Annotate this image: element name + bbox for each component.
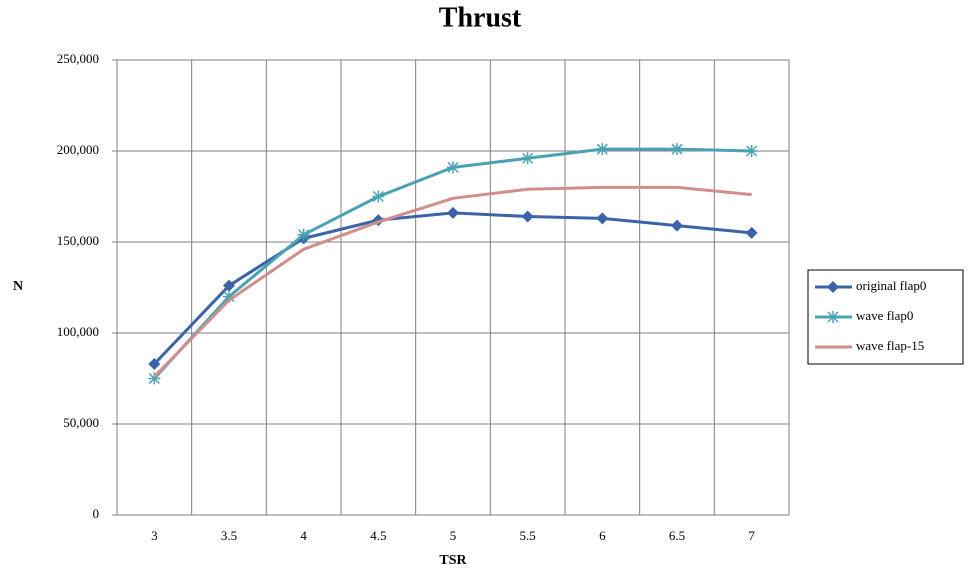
x-tick-label: 4.5 [370, 528, 386, 543]
marker [297, 228, 310, 241]
legend-label: wave flap0 [856, 308, 913, 323]
marker [223, 279, 235, 292]
marker [447, 206, 459, 219]
x-tick-label: 7 [748, 528, 755, 543]
marker [596, 143, 609, 156]
x-tick-label: 4 [300, 528, 307, 543]
x-tick-label: 5.5 [520, 528, 536, 543]
x-tick-label: 6 [599, 528, 606, 543]
x-tick-label: 3 [151, 528, 158, 543]
marker [671, 219, 683, 232]
marker [827, 281, 839, 293]
chart-title: Thrust [439, 2, 522, 33]
y-tick-label: 150,000 [57, 233, 99, 248]
y-axis-label: N [13, 279, 23, 294]
marker [745, 226, 758, 239]
marker [223, 290, 235, 303]
y-tick-label: 250,000 [57, 51, 99, 66]
y-tick-label: 100,000 [57, 324, 99, 339]
marker [827, 311, 839, 323]
y-tick-label: 0 [93, 506, 100, 521]
y-tick-label: 200,000 [57, 142, 99, 157]
marker [148, 372, 161, 385]
x-axis-label: TSR [439, 553, 467, 568]
marker [671, 143, 683, 156]
marker [596, 212, 609, 225]
x-tick-label: 6.5 [669, 528, 685, 543]
y-tick-label: 50,000 [63, 415, 99, 430]
plot-area [116, 59, 790, 516]
series-line [153, 185, 752, 378]
marker [447, 161, 459, 174]
marker [148, 357, 161, 370]
marker [521, 152, 534, 165]
marker [521, 210, 534, 223]
x-tick-label: 5 [450, 528, 457, 543]
x-tick-label: 3.5 [221, 528, 237, 543]
marker [745, 145, 758, 157]
marker [372, 190, 385, 203]
legend-label: original flap0 [856, 278, 926, 293]
legend-label: wave flap-15 [856, 338, 924, 353]
